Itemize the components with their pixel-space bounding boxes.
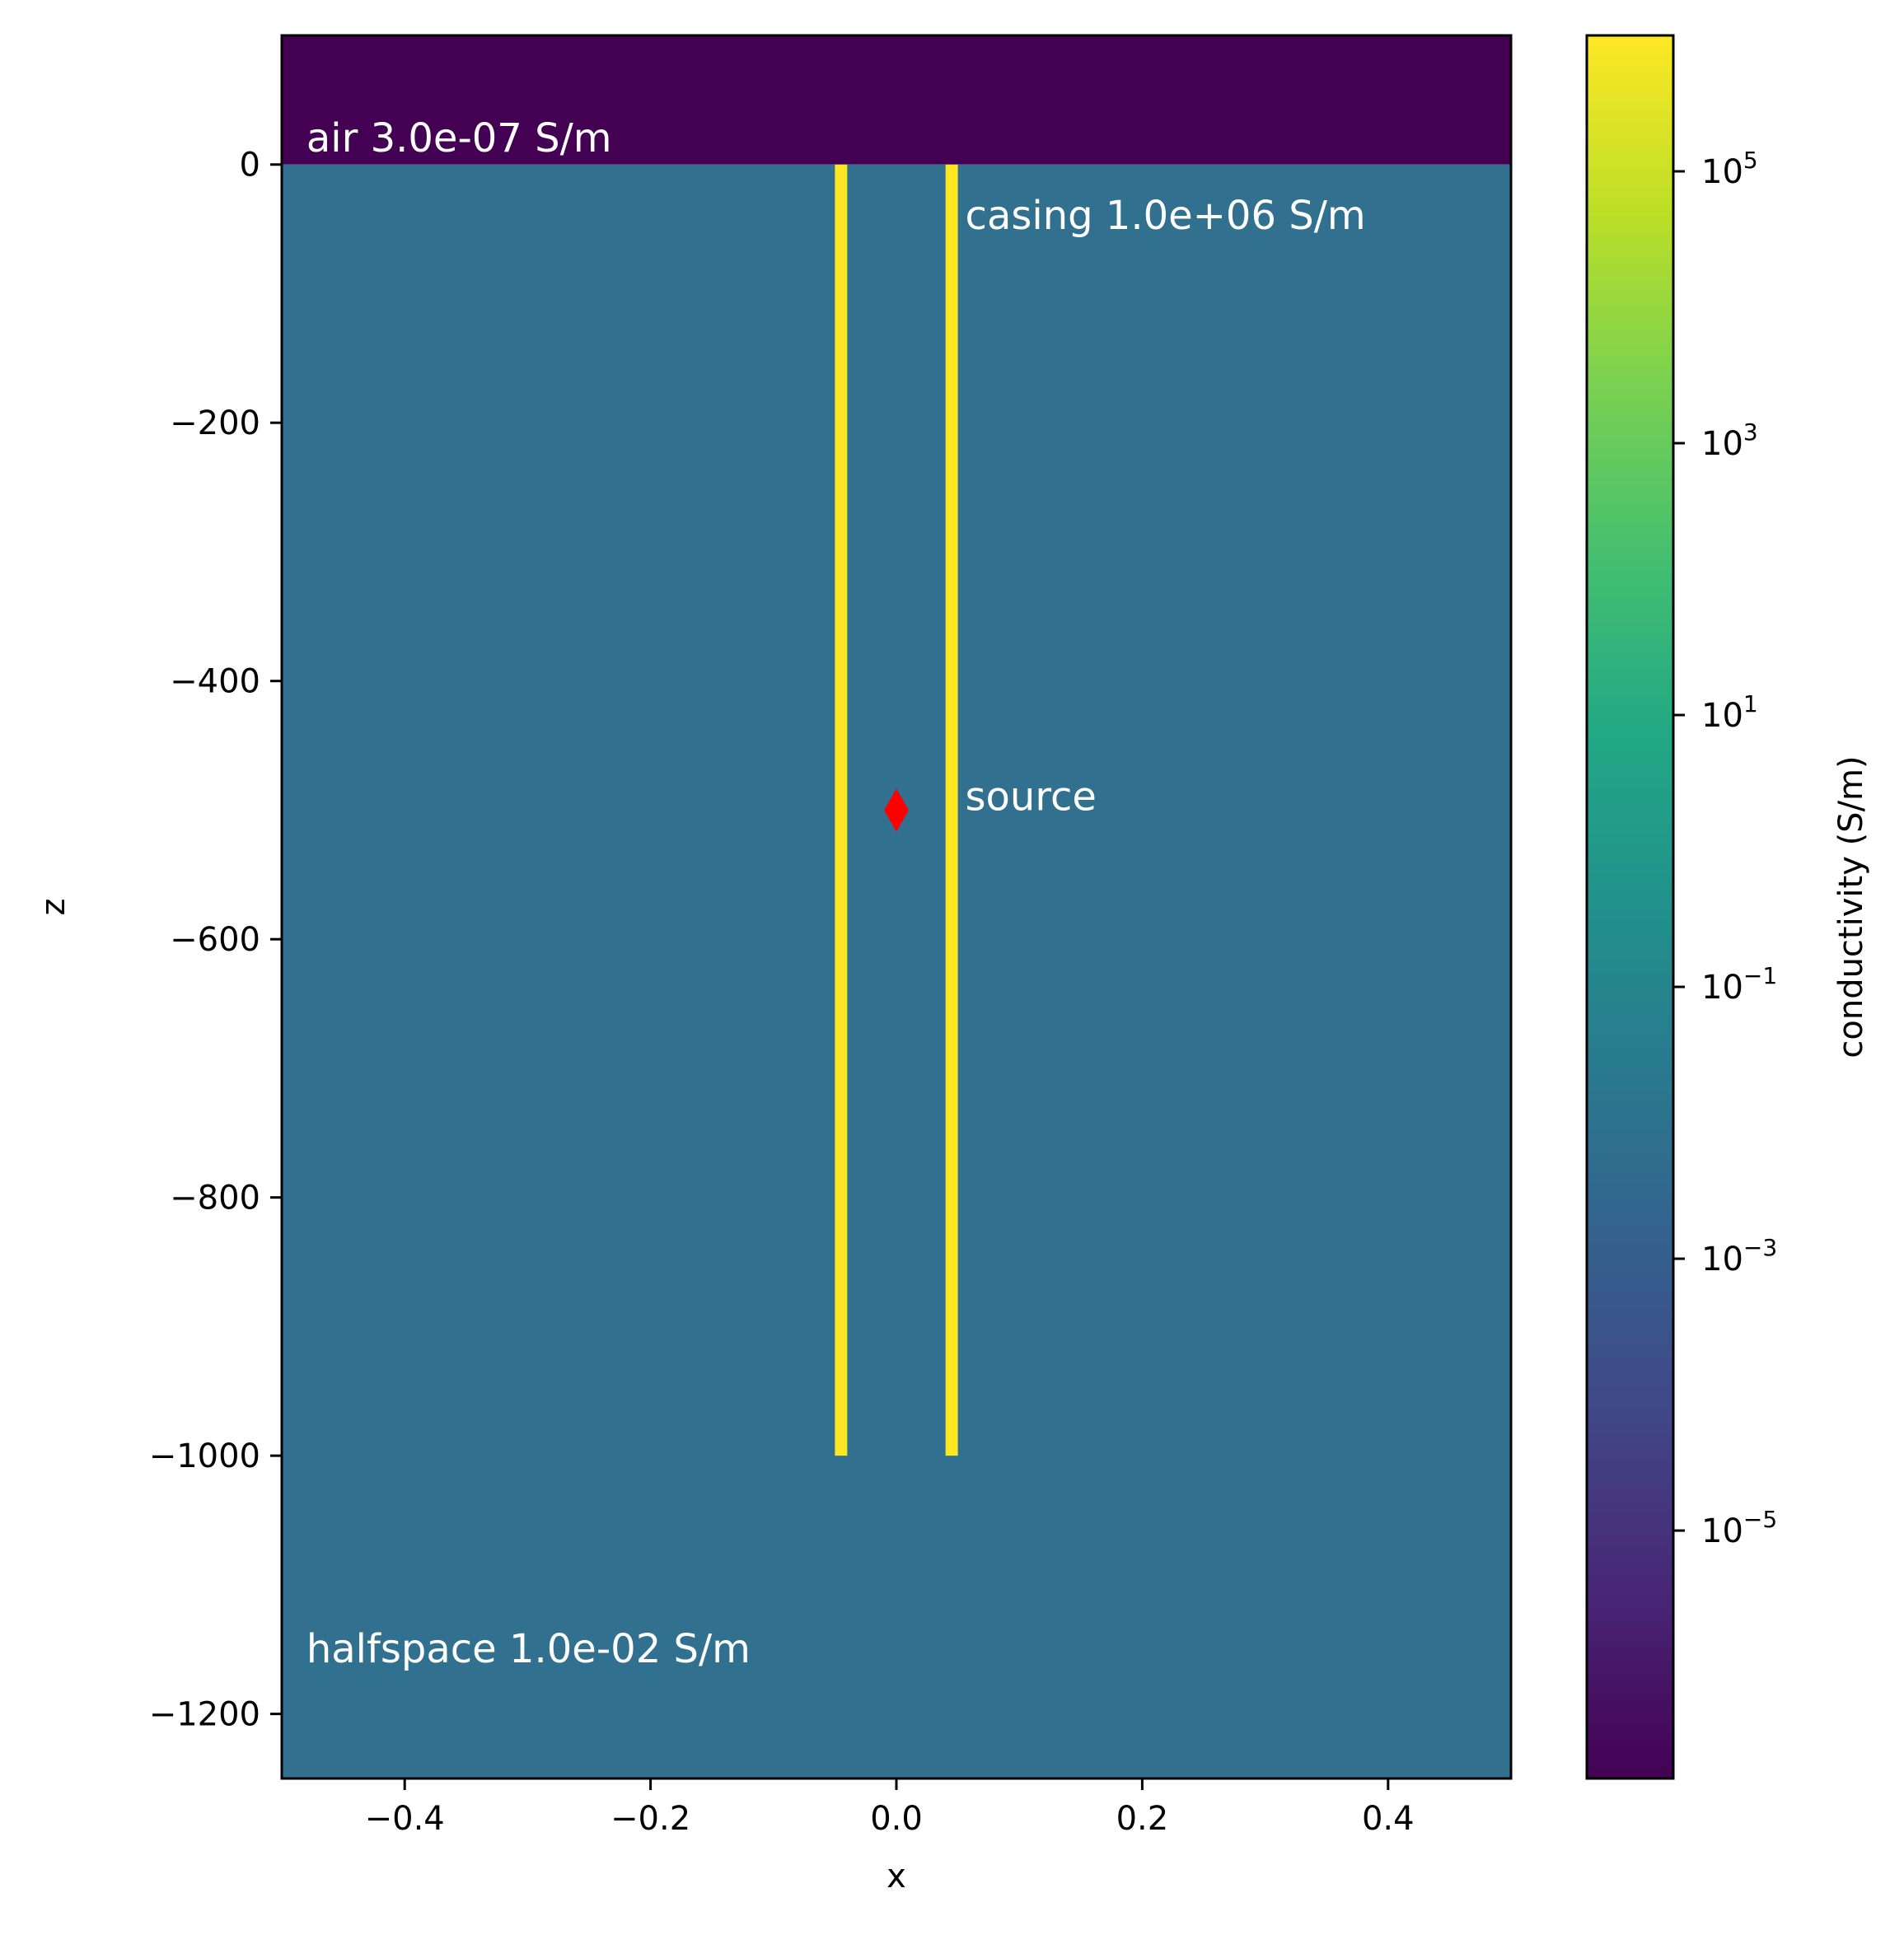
colorbar: 105 103 101 10−1 10−3 10−5 conductivity (S/m) xyxy=(1585,34,1870,1780)
colorbar-tick-label: 103 xyxy=(1701,418,1758,463)
halfspace-annotation: halfspace 1.0e-02 S/m xyxy=(306,1626,751,1672)
source-marker xyxy=(884,788,909,832)
y-tick-label: −600 xyxy=(170,921,260,959)
colorbar-gradient xyxy=(1585,34,1675,1780)
colorbar-tick-label: 105 xyxy=(1701,147,1758,191)
annotations: air 3.0e-07 S/m casing 1.0e+06 S/m sourc… xyxy=(306,115,1366,1672)
colorbar-tick-label: 10−5 xyxy=(1701,1506,1777,1550)
y-tick-label: −1200 xyxy=(149,1696,260,1734)
x-axis-ticks: −0.4 −0.2 0.0 0.2 0.4 xyxy=(365,1778,1415,1838)
y-tick-label: −800 xyxy=(170,1180,260,1218)
source-annotation: source xyxy=(966,774,1097,820)
x-tick-label: −0.2 xyxy=(610,1800,690,1838)
region-casing-2 xyxy=(835,164,848,1456)
x-axis-label: x xyxy=(887,1858,906,1895)
x-tick-label: 0.0 xyxy=(870,1800,923,1838)
y-tick-label: −200 xyxy=(170,404,260,442)
casing-annotation: casing 1.0e+06 S/m xyxy=(966,193,1366,239)
plot-area xyxy=(280,34,1513,1780)
air-annotation: air 3.0e-07 S/m xyxy=(306,115,612,161)
x-tick-label: −0.4 xyxy=(365,1800,445,1838)
colorbar-ticks: 105 103 101 10−1 10−3 10−5 xyxy=(1673,147,1777,1550)
y-tick-label: −400 xyxy=(170,663,260,701)
colorbar-tick-label: 101 xyxy=(1701,690,1758,735)
y-tick-label: −1000 xyxy=(149,1437,260,1475)
y-axis-label: z xyxy=(35,899,73,916)
region-casing-3 xyxy=(945,164,958,1456)
colorbar-tick-label: 10−3 xyxy=(1701,1234,1777,1278)
colorbar-label: conductivity (S/m) xyxy=(1832,755,1870,1058)
colorbar-tick-label: 10−1 xyxy=(1701,962,1777,1007)
y-tick-label: 0 xyxy=(240,147,260,185)
region-halfspace-1 xyxy=(282,164,1511,1779)
region-air-0 xyxy=(282,35,1511,165)
y-axis-ticks: 0 −200 −400 −600 −800 −1000 −1200 xyxy=(149,147,282,1734)
x-tick-label: 0.2 xyxy=(1116,1800,1169,1838)
x-tick-label: 0.4 xyxy=(1362,1800,1415,1838)
